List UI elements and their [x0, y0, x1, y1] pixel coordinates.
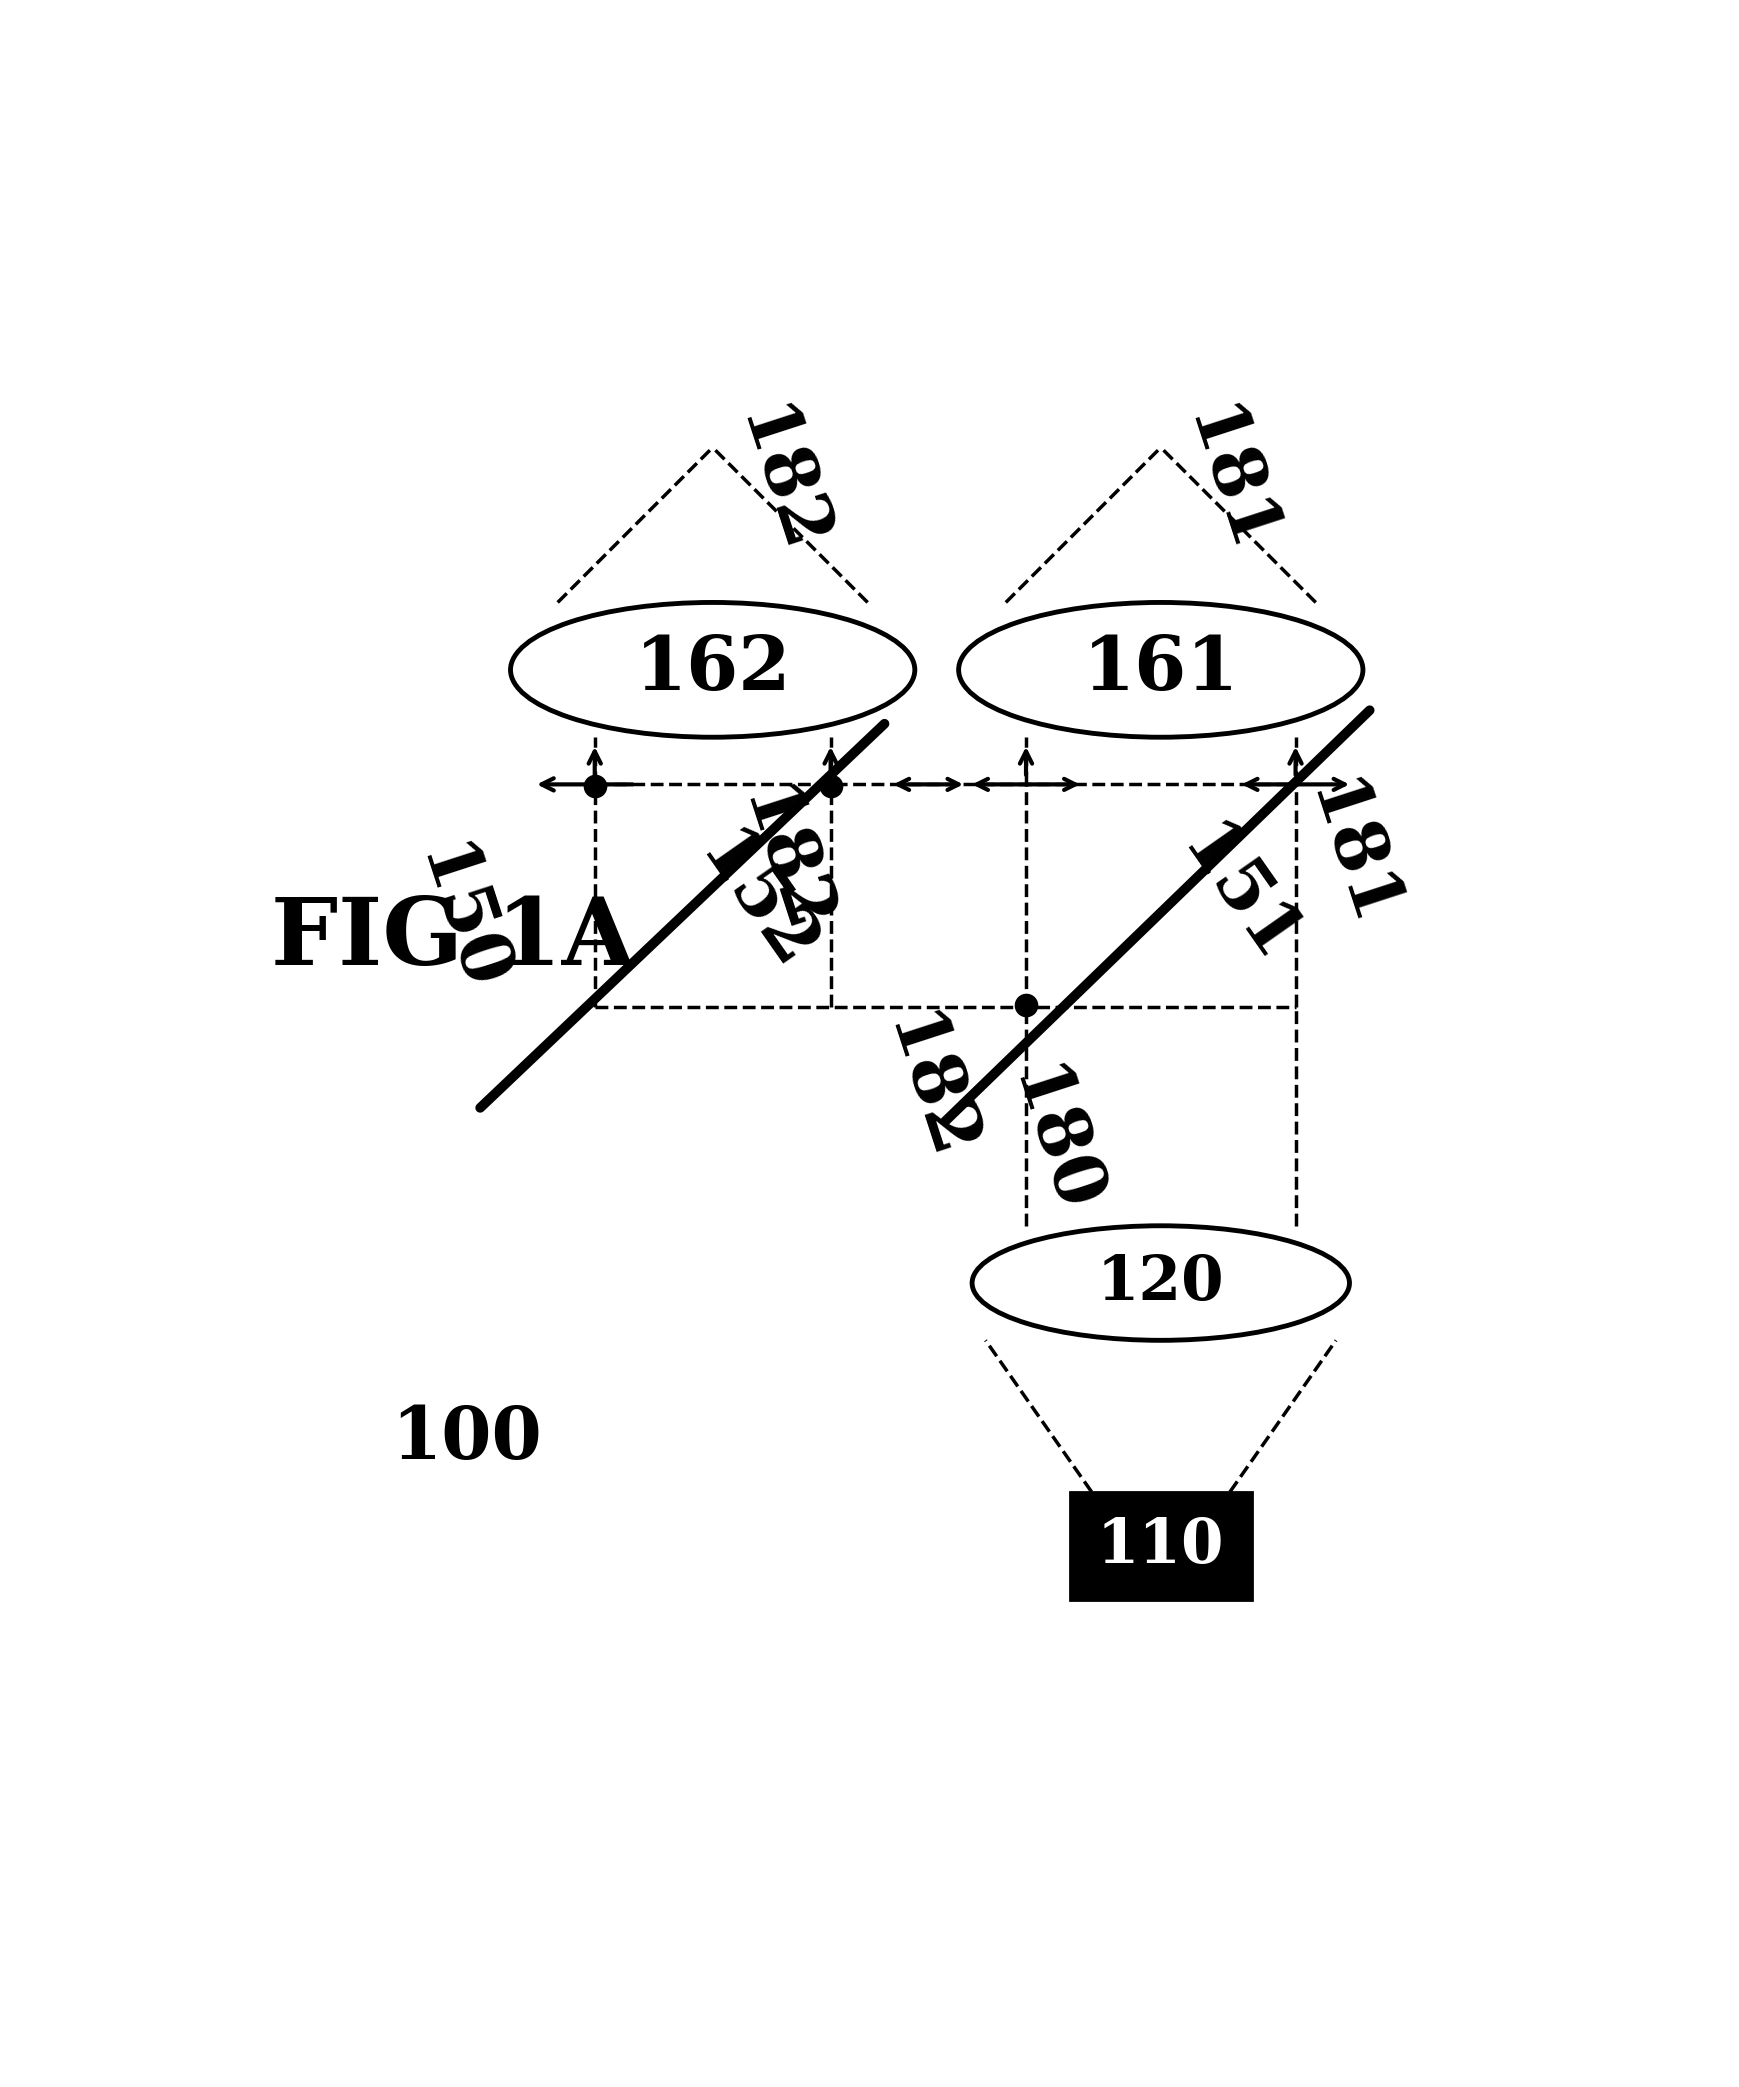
Text: 181: 181: [1170, 399, 1285, 563]
Text: 161: 161: [1083, 632, 1238, 705]
Text: 100: 100: [391, 1402, 543, 1473]
Text: 152: 152: [683, 820, 830, 985]
Text: FIG 1A: FIG 1A: [271, 895, 635, 985]
Text: 150: 150: [403, 837, 516, 1002]
Text: 120: 120: [1097, 1252, 1224, 1313]
Text: 182: 182: [727, 778, 840, 945]
Text: 181: 181: [1292, 772, 1407, 937]
Text: 182: 182: [871, 1006, 986, 1171]
Text: 182: 182: [723, 399, 836, 563]
Text: 151: 151: [1165, 814, 1311, 977]
Text: 180: 180: [996, 1058, 1109, 1225]
Text: 162: 162: [635, 632, 791, 705]
Text: 110: 110: [1097, 1515, 1224, 1576]
Bar: [1069, 1492, 1252, 1601]
